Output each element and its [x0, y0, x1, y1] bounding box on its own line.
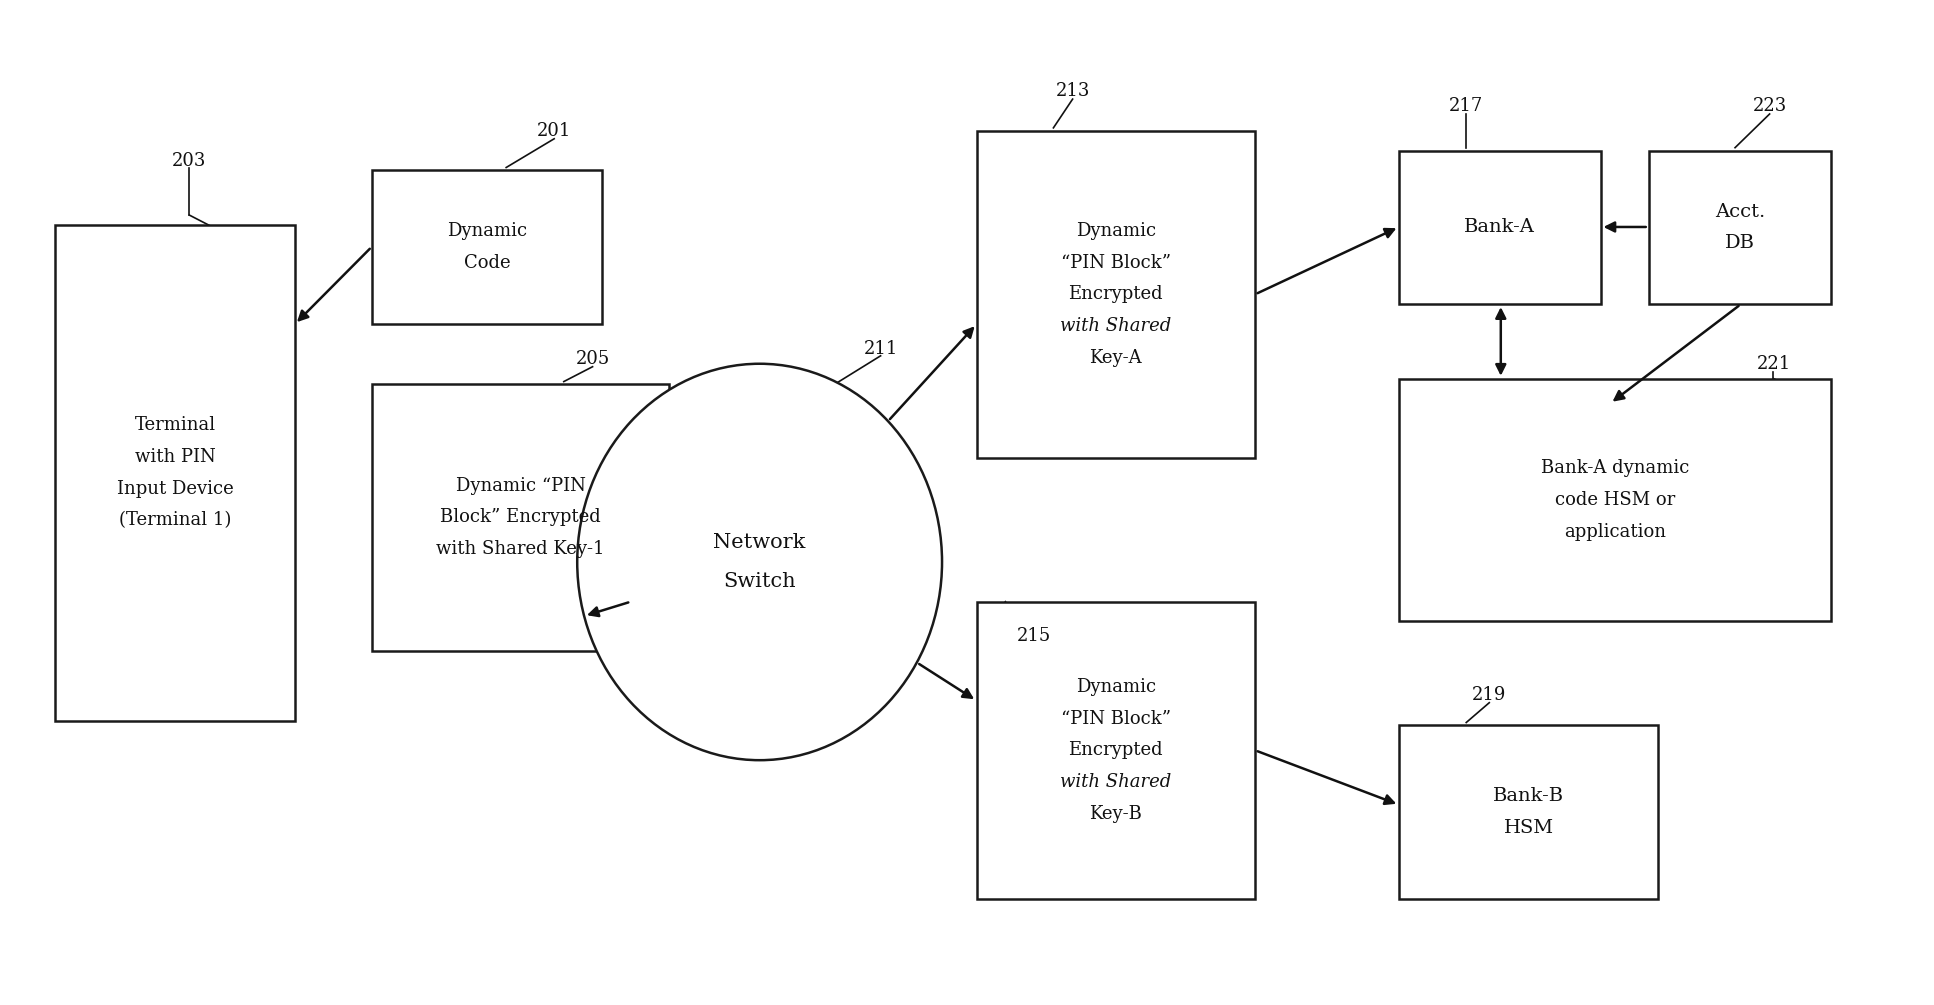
Text: Terminal: Terminal [133, 416, 215, 434]
Bar [1398, 379, 1831, 621]
Text: Switch: Switch [723, 572, 797, 591]
Text: Encrypted: Encrypted [1068, 285, 1162, 304]
Text: Key-B: Key-B [1089, 805, 1143, 823]
Text: with Shared Key-1: with Shared Key-1 [437, 540, 605, 558]
Text: 223: 223 [1752, 97, 1787, 115]
Text: Encrypted: Encrypted [1068, 742, 1162, 760]
Text: “PIN Block”: “PIN Block” [1060, 710, 1170, 728]
Text: 217: 217 [1449, 97, 1483, 115]
Text: code HSM or: code HSM or [1555, 491, 1675, 509]
Text: (Terminal 1): (Terminal 1) [118, 512, 232, 530]
Text: 221: 221 [1756, 355, 1791, 373]
Text: Code: Code [464, 254, 511, 272]
Text: Input Device: Input Device [116, 479, 234, 497]
Bar [371, 171, 601, 324]
Text: Bank-B: Bank-B [1493, 787, 1565, 805]
Bar [1648, 151, 1831, 305]
Ellipse shape [576, 364, 942, 760]
Bar [1398, 151, 1601, 305]
Text: “PIN Block”: “PIN Block” [1060, 253, 1170, 271]
Text: application: application [1565, 523, 1665, 541]
Text: DB: DB [1725, 234, 1754, 252]
Text: 211: 211 [863, 340, 897, 358]
Text: 203: 203 [172, 152, 207, 170]
Bar [54, 225, 296, 721]
Bar [1398, 726, 1657, 898]
Text: 201: 201 [538, 122, 571, 140]
Text: 219: 219 [1472, 685, 1507, 704]
Text: with Shared: with Shared [1060, 318, 1172, 335]
Text: Key-A: Key-A [1089, 349, 1143, 367]
Bar [371, 384, 669, 651]
Text: Network: Network [714, 533, 806, 552]
Text: Dynamic: Dynamic [447, 222, 528, 240]
Text: Bank-A: Bank-A [1464, 218, 1536, 236]
Text: 215: 215 [1017, 627, 1052, 645]
Text: Dynamic: Dynamic [1075, 222, 1157, 240]
Text: Block” Encrypted: Block” Encrypted [441, 509, 601, 527]
Text: Dynamic: Dynamic [1075, 677, 1157, 695]
Text: Acct.: Acct. [1715, 203, 1766, 221]
Text: 205: 205 [576, 350, 609, 368]
Text: HSM: HSM [1503, 819, 1553, 837]
Text: Bank-A dynamic: Bank-A dynamic [1541, 459, 1688, 477]
Text: Dynamic “PIN: Dynamic “PIN [456, 476, 586, 494]
Bar [977, 131, 1255, 458]
Text: 213: 213 [1056, 82, 1089, 100]
Bar [977, 602, 1255, 898]
Text: with Shared: with Shared [1060, 773, 1172, 791]
Text: with PIN: with PIN [135, 448, 215, 466]
